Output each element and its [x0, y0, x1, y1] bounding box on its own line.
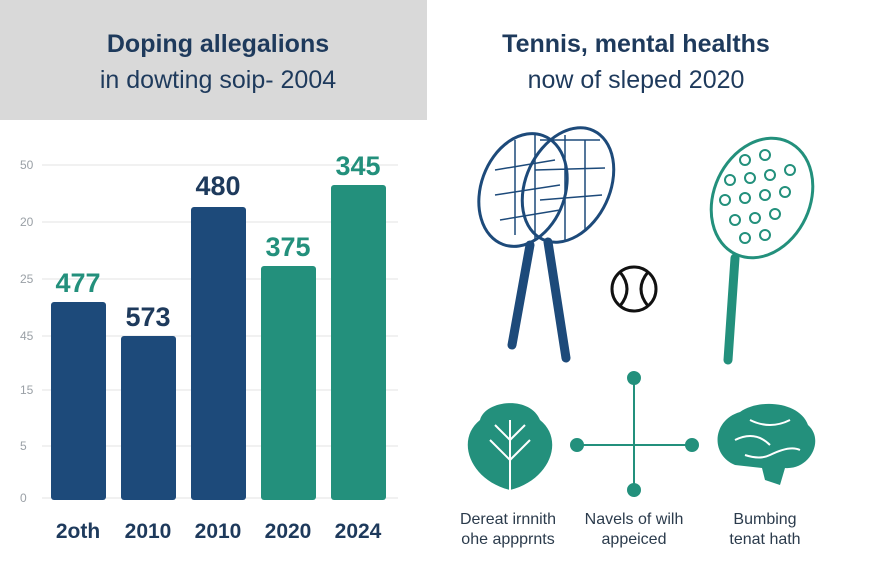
category-label: 2oth [56, 520, 100, 543]
bar-label: 375 [265, 232, 310, 262]
category-label: 2024 [335, 520, 382, 543]
axis-label: 5 [20, 439, 27, 453]
axis-label: 25 [20, 272, 34, 286]
bar [331, 185, 386, 500]
bar-label: 345 [335, 151, 380, 181]
cross-icon [570, 371, 699, 497]
caption: tenat hath [729, 531, 800, 548]
caption: ohe appprnts [461, 531, 554, 548]
axis-label: 0 [20, 491, 27, 505]
right-title: Tennis, mental healths [502, 30, 770, 58]
caption: appeiced [602, 531, 667, 548]
caption: Bumbing [733, 511, 796, 528]
bar [261, 266, 316, 500]
category-label: 2020 [265, 520, 312, 543]
bar-label: 477 [55, 268, 100, 298]
header-band [0, 0, 427, 120]
racket-icon [709, 136, 815, 365]
bar-label: 480 [195, 171, 240, 201]
bar [191, 207, 246, 500]
caption: Dereat irnnith [460, 511, 556, 528]
axis-labels: 50 20 25 45 15 5 0 [20, 158, 34, 505]
right-subtitle: now of sleped 2020 [528, 66, 745, 94]
leaf-icon [467, 403, 553, 490]
category-label: 2010 [195, 520, 242, 543]
axis-label: 20 [20, 215, 34, 229]
bars [51, 185, 386, 500]
bar [121, 336, 176, 500]
axis-label: 50 [20, 158, 34, 172]
ball-icon [610, 265, 658, 313]
rackets-icon [477, 126, 616, 363]
caption: Navels of wilh [585, 511, 684, 528]
category-label: 2010 [125, 520, 172, 543]
bar [51, 302, 106, 500]
bar-label: 573 [125, 302, 170, 332]
axis-label: 15 [20, 383, 34, 397]
left-subtitle: in dowting soip- 2004 [100, 66, 336, 94]
axis-label: 45 [20, 329, 34, 343]
brain-icon [717, 403, 816, 485]
left-title: Doping allegalions [107, 30, 329, 58]
